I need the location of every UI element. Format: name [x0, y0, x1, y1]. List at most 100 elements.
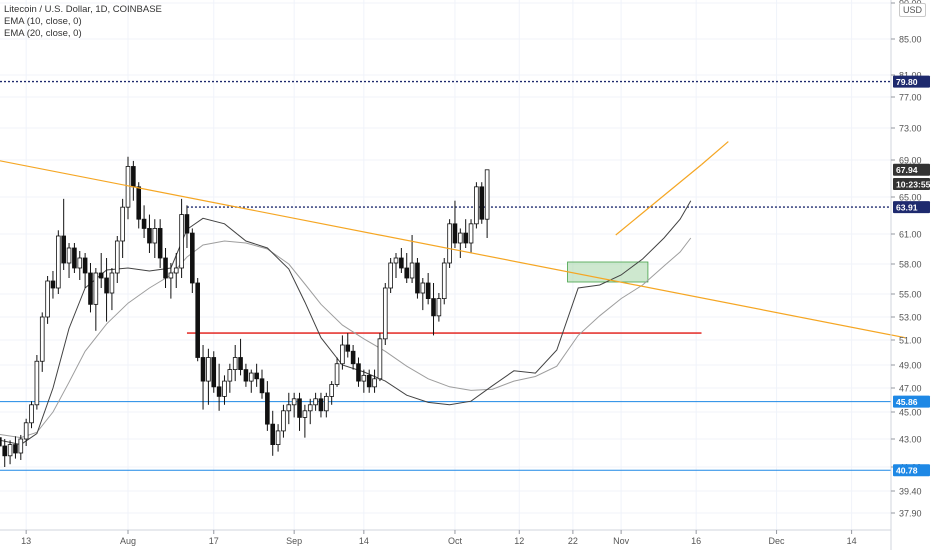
candle-body	[447, 223, 452, 264]
candle-body	[334, 363, 340, 385]
price-label-box	[893, 464, 930, 477]
price-label-box	[893, 178, 930, 191]
price-tick-label: 51.00	[899, 336, 922, 346]
candle-body	[114, 240, 120, 274]
candle-body	[29, 404, 34, 424]
candles-layer	[0, 156, 490, 467]
candle-body	[382, 287, 388, 340]
price-tick-label: 65.00	[899, 193, 922, 203]
time-tick-label: 13	[21, 536, 31, 546]
candle-body	[356, 363, 361, 382]
candle-body	[222, 380, 227, 397]
time-tick-label: Sep	[286, 536, 302, 546]
time-tick-label: Aug	[120, 536, 136, 546]
time-tick-label: 14	[359, 536, 369, 546]
candle-body	[297, 398, 302, 418]
price-label-box	[893, 201, 930, 214]
candle-body	[313, 398, 318, 406]
ema20-legend: EMA (20, close, 0)	[4, 28, 82, 39]
candle-body	[350, 350, 356, 365]
ema20-line	[0, 237, 692, 439]
candle-body	[190, 232, 195, 284]
candle-body	[377, 338, 383, 380]
currency-button[interactable]: USD	[898, 3, 926, 17]
candle-body	[211, 357, 217, 388]
price-tick-label: 77.00	[899, 93, 922, 103]
candle-body	[441, 262, 447, 299]
candle-body	[72, 247, 77, 269]
candle-body	[147, 228, 152, 244]
price-label-box	[893, 75, 930, 88]
price-tick-label: 43.00	[899, 435, 922, 445]
candle-body	[270, 423, 276, 445]
candle-body	[484, 169, 490, 220]
candle-body	[372, 378, 377, 388]
price-tick-label: 47.00	[899, 384, 922, 394]
candle-body	[173, 267, 179, 274]
candle-body	[399, 257, 404, 269]
candle-body	[120, 206, 125, 242]
time-tick-label: 22	[568, 536, 578, 546]
price-tick-label: 85.00	[899, 35, 922, 45]
candle-body	[82, 257, 88, 274]
time-tick-label: Oct	[448, 536, 463, 546]
candle-body	[104, 277, 109, 294]
candle-body	[431, 298, 436, 317]
candle-body	[425, 282, 431, 299]
candle-body	[157, 228, 163, 259]
price-tick-label: 73.00	[899, 124, 922, 134]
candle-body	[254, 372, 259, 380]
candle-body	[88, 272, 93, 305]
chart-grid	[0, 0, 891, 530]
candle-body	[195, 282, 200, 358]
candle-body	[420, 282, 426, 294]
price-label-text: 45.86	[896, 397, 918, 407]
price-tick-label: 58.00	[899, 260, 922, 270]
price-label-box	[893, 395, 930, 408]
candle-body	[45, 280, 50, 318]
time-tick-label: 14	[847, 536, 857, 546]
candle-body	[109, 272, 115, 294]
time-tick-label: 16	[691, 536, 701, 546]
candle-body	[136, 186, 142, 220]
time-tick-label: Nov	[613, 536, 630, 546]
candle-body	[452, 223, 458, 244]
ema10-legend: EMA (10, close, 0)	[4, 16, 82, 27]
candle-body	[291, 398, 297, 406]
candle-body	[366, 374, 372, 388]
trendline	[701, 141, 729, 166]
candle-body	[340, 344, 345, 365]
candle-body	[479, 186, 485, 220]
symbol-title: Litecoin / U.S. Dollar, 1D, COINBASE	[4, 4, 162, 15]
candle-body	[66, 247, 72, 264]
price-label-text: 79.80	[896, 77, 918, 87]
candle-body	[7, 444, 13, 457]
candle-body	[265, 392, 270, 425]
candle-body	[415, 262, 420, 294]
trendlines-layer	[0, 141, 906, 339]
candle-body	[324, 395, 329, 412]
candle-body	[463, 232, 468, 244]
candle-body	[163, 257, 168, 279]
price-tick-label: 45.00	[899, 408, 922, 418]
candle-body	[307, 404, 313, 412]
price-labels-layer: 79.80 67.94 10:23:55 63.91 45.86 40.78	[893, 75, 931, 477]
price-tick-label: 81.00	[899, 71, 922, 81]
candle-body	[243, 369, 249, 382]
candle-body	[23, 422, 29, 440]
candle-body	[50, 280, 56, 289]
time-tick-label: Dec	[769, 536, 786, 546]
candle-body	[302, 410, 308, 418]
candle-body	[468, 223, 474, 244]
candle-body	[404, 267, 410, 279]
ema10-line	[0, 200, 692, 446]
candle-body	[318, 398, 324, 412]
candle-body	[393, 257, 399, 264]
candle-body	[275, 430, 281, 445]
candle-body	[2, 445, 8, 457]
chart-legend: Litecoin / U.S. Dollar, 1D, COINBASE EMA…	[4, 4, 162, 40]
trendline	[0, 160, 906, 339]
trendline	[615, 164, 702, 236]
